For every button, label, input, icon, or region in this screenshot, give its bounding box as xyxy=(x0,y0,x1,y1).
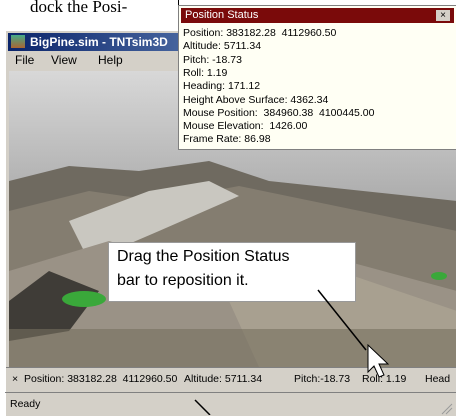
close-button[interactable]: × xyxy=(436,10,450,21)
status-line: Mouse Elevation: 1426.00 xyxy=(183,120,307,132)
separator xyxy=(5,392,456,393)
window-title: Position Status xyxy=(185,9,258,21)
status-line: Mouse Position: 384960.38 4100445.00 xyxy=(183,107,374,119)
separator xyxy=(6,367,456,368)
document-text: dock the Posi- xyxy=(30,0,127,17)
status-item: Position: 383182.28 4112960.50 xyxy=(24,373,177,385)
menu-item[interactable]: View xyxy=(51,53,77,67)
status-line: Position: 383182.28 4112960.50 xyxy=(183,27,336,39)
status-item: Altitude: 5711.34 xyxy=(184,373,262,385)
status-line: Frame Rate: 86.98 xyxy=(183,133,271,145)
menu-item[interactable]: Help xyxy=(98,53,123,67)
status-item: Roll: 1.19 xyxy=(362,373,406,385)
app-icon xyxy=(11,35,25,48)
callout: Drag the Position Status bar to repositi… xyxy=(108,242,356,302)
menu-item[interactable]: File xyxy=(15,53,34,67)
status-item: Pitch:-18.73 xyxy=(294,373,350,385)
status-text: Ready xyxy=(10,398,40,410)
callout-text: Drag the Position Status xyxy=(117,248,290,266)
page: dock the Posi- BigPine.sim - TNTsim3D Fi… xyxy=(0,0,456,415)
status-line: Height Above Surface: 4362.34 xyxy=(183,94,328,106)
position-status-title-bar[interactable]: Position Status × xyxy=(181,8,454,23)
position-status-window: Position Status × Position: 383182.28 41… xyxy=(178,5,456,150)
status-line: Pitch: -18.73 xyxy=(183,54,242,66)
status-line: Altitude: 5711.34 xyxy=(183,40,261,52)
status-line: Roll: 1.19 xyxy=(183,67,227,79)
callout-text: bar to reposition it. xyxy=(117,272,249,290)
status-close[interactable]: × xyxy=(12,373,18,385)
status-item: Head xyxy=(425,373,450,385)
window-title: BigPine.sim - TNTsim3D xyxy=(30,35,168,49)
status-line: Heading: 171.12 xyxy=(183,80,260,92)
